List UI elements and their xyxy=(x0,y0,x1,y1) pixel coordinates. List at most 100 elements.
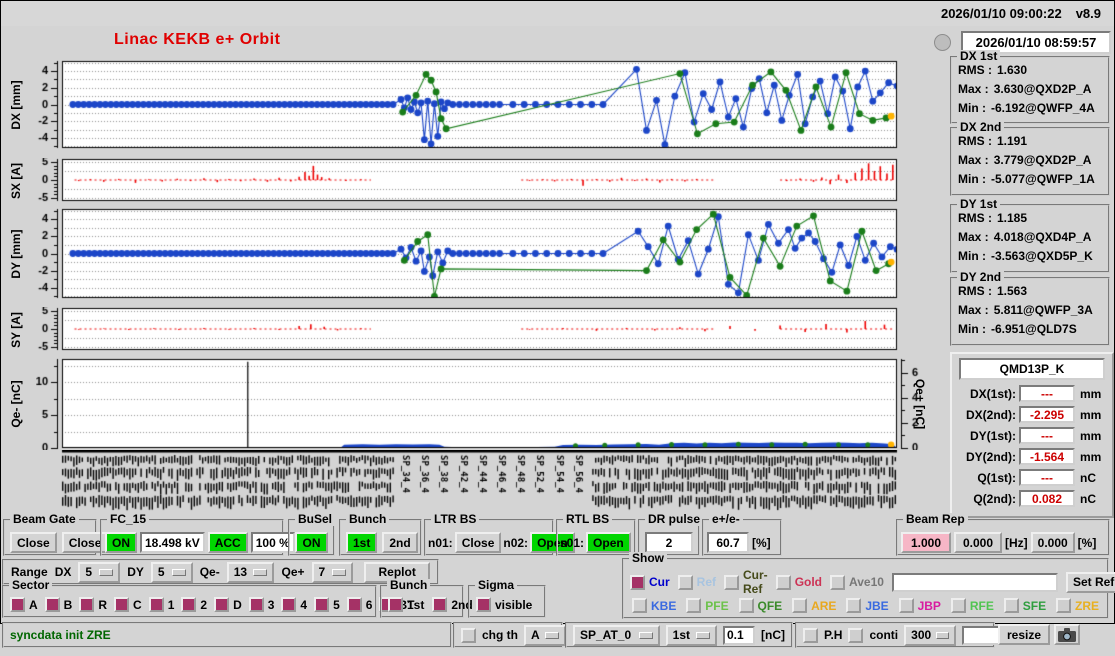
show-label: Cur xyxy=(649,575,670,589)
show-item-ref: Ref xyxy=(677,574,716,590)
row-label: Q(1st): xyxy=(977,470,1016,485)
range-dy-select[interactable]: 5 xyxy=(150,561,193,583)
sector-checkbox-b[interactable] xyxy=(44,597,60,612)
rtl-s01-open-button[interactable]: Open xyxy=(586,532,631,553)
beam-rep-pct-value[interactable]: 0.000 xyxy=(1030,532,1075,553)
show-item-jbe: JBE xyxy=(846,598,889,613)
sigma-group: Sigma visible xyxy=(468,579,546,618)
beam-rep-set-value[interactable]: 1.000 xyxy=(901,532,951,553)
points-select[interactable]: 300 xyxy=(904,624,957,646)
show-checkbox-rfe[interactable] xyxy=(950,598,966,613)
fc15-percent-value[interactable]: 100 % xyxy=(250,532,295,553)
ref-name-input[interactable] xyxy=(891,572,1058,592)
show-checkbox-pfe[interactable] xyxy=(686,598,702,613)
bpm-name-select[interactable]: SP_AT_0 xyxy=(573,624,660,646)
show-item-cur: Cur xyxy=(630,574,670,590)
conti-checkbox[interactable] xyxy=(848,627,864,643)
chg-th-checkbox[interactable] xyxy=(461,627,476,643)
sector-checkbox-3[interactable] xyxy=(248,597,264,612)
sector-label: A xyxy=(29,597,38,612)
show-checkbox-sfe[interactable] xyxy=(1003,598,1019,613)
sector-checkbox-2[interactable] xyxy=(181,597,197,612)
row-unit: mm xyxy=(1080,407,1102,422)
bunch-label: 1st xyxy=(407,597,425,612)
sector-label: 2 xyxy=(200,597,208,612)
n02-label: n02: xyxy=(503,535,529,550)
show-checkbox-jbe[interactable] xyxy=(846,598,862,613)
sigma-item-visible: visible xyxy=(476,597,532,612)
sector-checkbox-r[interactable] xyxy=(79,597,95,612)
group-title: Bunch xyxy=(387,579,431,592)
ph-checkbox[interactable] xyxy=(803,627,818,643)
ltr-n02-open-button[interactable]: Open xyxy=(530,532,575,553)
resize-button[interactable]: resize xyxy=(998,624,1050,645)
show-checkbox-are[interactable] xyxy=(792,598,808,613)
threshold-input[interactable] xyxy=(723,625,755,645)
bunch-checkbox-1st[interactable] xyxy=(388,597,403,612)
sector-checkbox-6[interactable] xyxy=(346,597,362,612)
show-label: RFE xyxy=(969,598,994,613)
sector-checkbox-4[interactable] xyxy=(281,597,297,612)
show-checkbox-ref[interactable] xyxy=(677,574,693,590)
max-label: Max : xyxy=(958,230,989,244)
beam-rep-hz-value[interactable]: 0.000 xyxy=(954,532,1002,553)
chg-th-select[interactable]: A xyxy=(524,624,566,646)
sector-item-c: C xyxy=(114,597,142,612)
fc15-acc-button[interactable]: ACC xyxy=(207,532,248,553)
beam-gate-close-1-button[interactable]: Close xyxy=(10,532,57,553)
fc15-kv-value[interactable]: 18.498 kV xyxy=(140,532,205,553)
count-input[interactable] xyxy=(962,625,1003,645)
bunch-item-1st: 1st xyxy=(388,597,424,612)
eplus-ratio-value[interactable]: 60.7 xyxy=(707,532,749,553)
sector-checkbox-5[interactable] xyxy=(314,597,330,612)
sector-item-b: B xyxy=(44,597,72,612)
bunch-1st-button[interactable]: 1st xyxy=(346,532,378,553)
show-checkbox-ave10[interactable] xyxy=(830,574,846,590)
fc15-on-button[interactable]: ON xyxy=(105,532,137,553)
dx-1st-stats: DX 1st RMS : 1.630 Max : 3.630@QXD2P_A Min… xyxy=(950,50,1110,124)
dropdown-indicator xyxy=(253,568,268,576)
ltr-n01-close-button[interactable]: Close xyxy=(454,532,502,553)
bpm-name[interactable]: QMD13P_K xyxy=(959,358,1105,380)
dy-axis-label: DY [mm] xyxy=(9,229,23,279)
show-checkbox-cur[interactable] xyxy=(630,574,645,590)
dropdown-indicator xyxy=(99,568,114,576)
min-label: Min : xyxy=(958,322,986,336)
sy-plot xyxy=(36,307,926,352)
bunch-order-select[interactable]: 1st xyxy=(665,624,717,646)
max-label: Max : xyxy=(958,82,989,96)
range-qep-select[interactable]: 7 xyxy=(311,561,354,583)
beam-gate-group: Beam Gate Close Close xyxy=(3,513,109,556)
sigma-checkbox-visible[interactable] xyxy=(476,597,491,612)
max-label: Max : xyxy=(958,303,989,317)
bpm-select-panel: SP_AT_0 1st [nC] xyxy=(565,622,793,648)
bpm-monitor-panel: QMD13P_K DX(1st): --- mm DX(2nd): -2.295 mm … xyxy=(950,352,1114,518)
rms-label: RMS : xyxy=(958,134,992,148)
bpm-name-value: SP_AT_0 xyxy=(580,628,632,642)
set-ref-button[interactable]: Set Ref xyxy=(1065,571,1115,593)
range-qem-select[interactable]: 13 xyxy=(226,561,275,583)
bunch-checkbox-2nd[interactable] xyxy=(432,597,448,612)
rms-label: RMS : xyxy=(958,63,992,77)
busel-on-button[interactable]: ON xyxy=(295,532,328,553)
range-label: Range xyxy=(11,565,48,579)
show-checkbox-jbp[interactable] xyxy=(898,598,914,613)
sector-checkbox-c[interactable] xyxy=(114,597,130,612)
show-checkbox-cur-ref[interactable] xyxy=(724,574,740,590)
row-unit: nC xyxy=(1080,470,1096,485)
sector-checkbox-a[interactable] xyxy=(10,597,25,612)
bunch-2nd-button[interactable]: 2nd xyxy=(382,532,418,553)
sector-checkbox-1[interactable] xyxy=(148,597,164,612)
show-checkbox-qfe[interactable] xyxy=(738,598,754,613)
dr-pulse-value[interactable]: 2 xyxy=(645,532,693,553)
show-checkbox-gold[interactable] xyxy=(775,574,791,590)
show-checkbox-zre[interactable] xyxy=(1055,598,1071,613)
range-dx-select[interactable]: 5 xyxy=(78,561,121,583)
min-value: -3.563@QXD5P_K xyxy=(991,249,1093,263)
screenshot-button[interactable] xyxy=(1054,624,1080,645)
sector-checkbox-d[interactable] xyxy=(214,597,230,612)
beam-gate-close-2-button[interactable]: Close xyxy=(61,532,109,553)
row-value: 0.082 xyxy=(1019,490,1075,507)
show-checkbox-kbe[interactable] xyxy=(632,598,647,613)
sector-label: 4 xyxy=(300,597,308,612)
